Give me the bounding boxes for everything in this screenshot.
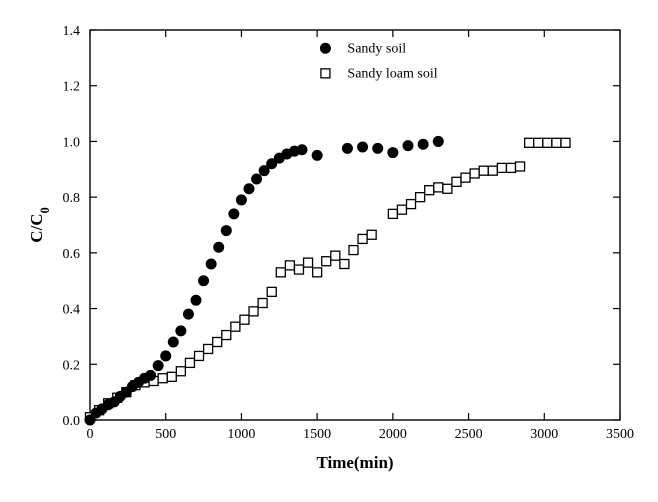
- point-sandy: [146, 370, 156, 380]
- point-loam: [543, 138, 552, 147]
- x-tick-label: 3000: [530, 427, 558, 442]
- point-loam: [470, 169, 479, 178]
- point-loam: [167, 372, 176, 381]
- plot-frame: [90, 30, 620, 420]
- point-loam: [294, 265, 303, 274]
- y-tick-label: 0.8: [63, 191, 81, 206]
- x-tick-label: 500: [155, 427, 176, 442]
- legend-label-loam: Sandy loam soil: [347, 66, 437, 81]
- point-loam: [285, 261, 294, 270]
- x-tick-label: 0: [87, 427, 94, 442]
- x-tick-label: 3500: [606, 427, 634, 442]
- point-loam: [176, 367, 185, 376]
- point-loam: [497, 163, 506, 172]
- y-tick-label: 1.2: [63, 80, 81, 95]
- point-loam: [561, 138, 570, 147]
- point-sandy: [199, 276, 209, 286]
- point-sandy: [433, 136, 443, 146]
- y-tick-label: 0.4: [63, 303, 81, 318]
- point-loam: [425, 186, 434, 195]
- point-loam: [358, 234, 367, 243]
- legend-marker-sandy: [320, 43, 330, 53]
- x-axis-label: Time(min): [316, 453, 393, 472]
- y-tick-label: 0.2: [63, 358, 81, 373]
- point-loam: [322, 257, 331, 266]
- point-sandy: [403, 141, 413, 151]
- legend-marker-loam: [321, 69, 330, 78]
- point-loam: [313, 268, 322, 277]
- x-tick-label: 1500: [303, 427, 331, 442]
- point-loam: [367, 230, 376, 239]
- y-tick-label: 1.4: [63, 24, 81, 39]
- point-sandy: [244, 184, 254, 194]
- point-sandy: [206, 259, 216, 269]
- point-loam: [185, 358, 194, 367]
- x-tick-label: 2500: [455, 427, 483, 442]
- y-axis-label: C/C0: [27, 207, 52, 242]
- point-sandy: [161, 351, 171, 361]
- point-sandy: [373, 143, 383, 153]
- point-loam: [258, 299, 267, 308]
- point-sandy: [418, 139, 428, 149]
- point-loam: [461, 173, 470, 182]
- point-loam: [240, 315, 249, 324]
- point-sandy: [183, 309, 193, 319]
- point-sandy: [153, 361, 163, 371]
- point-loam: [340, 260, 349, 269]
- point-loam: [506, 163, 515, 172]
- point-loam: [349, 246, 358, 255]
- y-tick-label: 1.0: [63, 135, 81, 150]
- point-loam: [397, 205, 406, 214]
- point-loam: [222, 331, 231, 340]
- point-loam: [204, 344, 213, 353]
- point-sandy: [191, 295, 201, 305]
- point-loam: [534, 138, 543, 147]
- point-loam: [516, 162, 525, 171]
- point-loam: [195, 351, 204, 360]
- x-tick-label: 1000: [227, 427, 255, 442]
- point-sandy: [176, 326, 186, 336]
- point-loam: [231, 322, 240, 331]
- point-loam: [416, 193, 425, 202]
- point-sandy: [221, 226, 231, 236]
- point-loam: [276, 268, 285, 277]
- point-sandy: [229, 209, 239, 219]
- y-tick-label: 0.0: [63, 414, 81, 429]
- point-loam: [388, 209, 397, 218]
- point-loam: [443, 184, 452, 193]
- point-loam: [552, 138, 561, 147]
- point-loam: [452, 177, 461, 186]
- point-sandy: [297, 145, 307, 155]
- y-tick-label: 0.6: [63, 247, 81, 262]
- legend-label-sandy: Sandy soil: [347, 41, 406, 56]
- point-loam: [304, 258, 313, 267]
- point-loam: [158, 374, 167, 383]
- point-sandy: [388, 148, 398, 158]
- x-tick-label: 2000: [379, 427, 407, 442]
- point-loam: [479, 166, 488, 175]
- point-loam: [407, 200, 416, 209]
- point-sandy: [236, 195, 246, 205]
- point-loam: [267, 287, 276, 296]
- point-loam: [249, 307, 258, 316]
- point-sandy: [342, 143, 352, 153]
- breakthrough-chart: 0 500 1000 1500 2000 2500 3000 3500 0.0 0.2 0.4 0.6…: [0, 0, 658, 502]
- point-loam: [525, 138, 534, 147]
- point-sandy: [252, 174, 262, 184]
- point-sandy: [358, 142, 368, 152]
- point-sandy: [312, 150, 322, 160]
- point-loam: [434, 183, 443, 192]
- chart-svg: 0 500 1000 1500 2000 2500 3000 3500 0.0 0.2 0.4 0.6…: [0, 0, 658, 502]
- point-sandy: [168, 337, 178, 347]
- point-sandy: [214, 242, 224, 252]
- point-loam: [213, 338, 222, 347]
- point-loam: [488, 166, 497, 175]
- point-loam: [331, 251, 340, 260]
